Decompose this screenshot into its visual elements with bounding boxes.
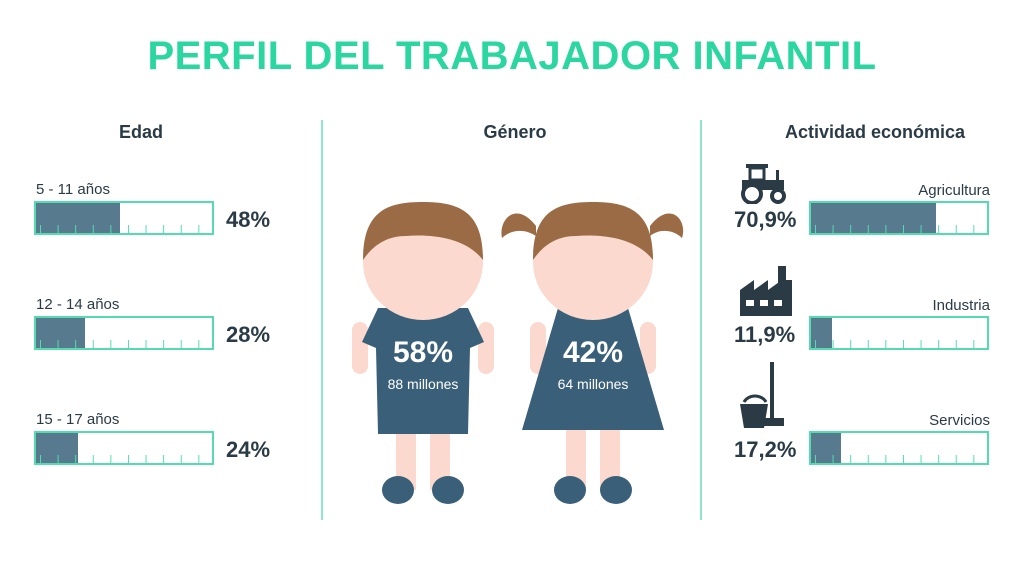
girl-figure [501,202,684,504]
edad-pct: 28% [226,322,271,347]
actividad-bar [809,316,989,350]
actividad-pct: 70,9% [734,207,797,232]
actividad-pct: 11,9% [734,322,796,347]
edad-bar [34,431,214,465]
bar-ticks [811,340,987,348]
actividad-label: Servicios [929,412,990,429]
actividad-label: Industria [932,297,990,314]
actividad-heading: Actividad económica [784,122,966,142]
page-title: PERFIL DEL TRABAJADOR INFANTIL [147,34,877,78]
boy-figure [352,202,494,504]
actividad-bar [809,431,989,465]
divider-left [321,120,323,520]
actividad-label: Agricultura [918,182,990,199]
actividad-pct: 17,2% [734,437,797,462]
actividad-bar [809,201,989,235]
edad-pct: 24% [226,437,271,462]
edad-bar [34,201,214,235]
tractor-icon [741,164,786,204]
bar-ticks [811,455,987,463]
divider-right [700,120,702,520]
bar-ticks [36,455,212,463]
edad-label: 15 - 17 años [36,411,120,428]
girl-icon [501,202,684,504]
edad-label: 12 - 14 años [36,296,120,313]
bar-ticks [36,225,212,233]
edad-pct: 48% [226,207,271,232]
edad-label: 5 - 11 años [36,181,110,198]
girl-pct: 42% [562,336,624,369]
genero-heading: Género [483,122,547,142]
boy-pct: 58% [392,336,454,369]
bar-ticks [36,340,212,348]
bar-ticks [811,225,987,233]
edad-heading: Edad [118,122,163,142]
girl-sub: 64 millones [557,376,629,392]
factory-icon [740,266,792,316]
boy-sub: 88 millones [387,376,459,392]
bucket-mop-icon [740,362,784,428]
boy-icon [352,202,494,504]
edad-bar [34,316,214,350]
